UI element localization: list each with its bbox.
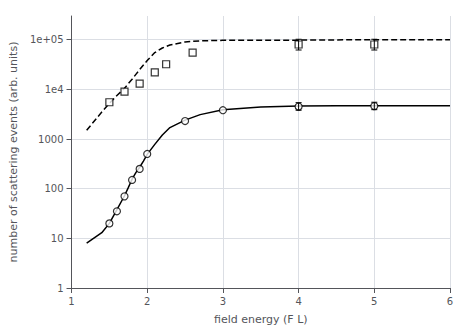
svg-text:6: 6 (447, 296, 453, 307)
svg-text:1000: 1000 (38, 134, 63, 145)
svg-text:1: 1 (57, 283, 63, 294)
svg-text:1: 1 (68, 296, 74, 307)
svg-text:5: 5 (371, 296, 377, 307)
svg-text:10: 10 (51, 233, 64, 244)
svg-text:2: 2 (144, 296, 150, 307)
svg-text:3: 3 (220, 296, 226, 307)
svg-text:100: 100 (44, 183, 63, 194)
svg-text:1e+05: 1e+05 (30, 34, 64, 45)
svg-text:number of scattering events (a: number of scattering events (arb. units) (7, 42, 20, 263)
svg-text:field energy (F L): field energy (F L) (214, 313, 308, 326)
svg-text:4: 4 (295, 296, 301, 307)
svg-text:1e4: 1e4 (45, 84, 64, 95)
